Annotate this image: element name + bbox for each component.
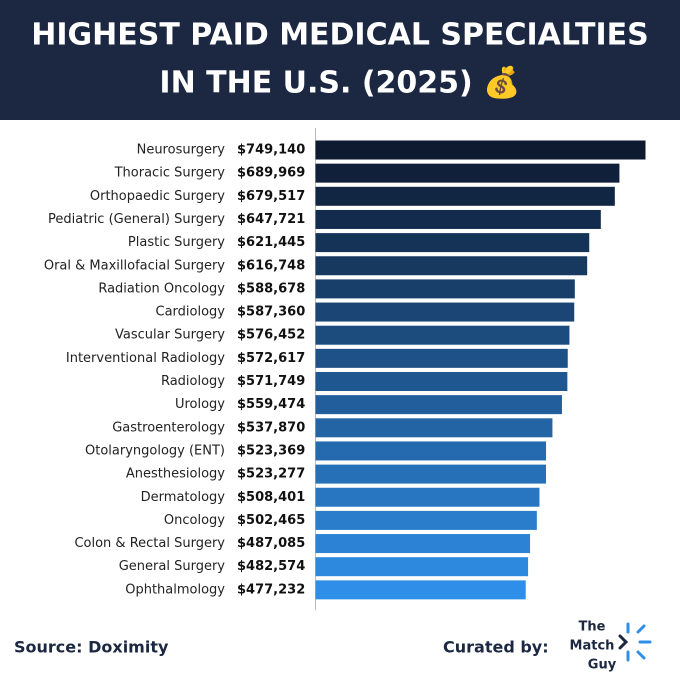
bar bbox=[315, 557, 529, 577]
value-label: $689,969 bbox=[237, 166, 305, 181]
category-label: Anesthesiology bbox=[126, 467, 225, 482]
bar bbox=[315, 418, 553, 438]
value-label: $576,452 bbox=[237, 328, 305, 343]
value-label: $508,401 bbox=[237, 490, 305, 505]
category-label: Colon & Rectal Surgery bbox=[74, 536, 225, 551]
value-label: $559,474 bbox=[237, 397, 305, 412]
category-label: Vascular Surgery bbox=[115, 328, 225, 343]
category-label: Radiology bbox=[161, 374, 225, 389]
bar bbox=[315, 534, 531, 554]
bar bbox=[315, 510, 537, 530]
value-label: $477,232 bbox=[237, 582, 305, 597]
logo-text: Match bbox=[570, 639, 615, 654]
bar bbox=[315, 140, 646, 160]
value-label: $482,574 bbox=[237, 559, 305, 574]
category-label: Dermatology bbox=[141, 490, 226, 505]
value-label: $502,465 bbox=[237, 513, 305, 528]
value-label: $679,517 bbox=[237, 189, 305, 204]
value-label: $523,369 bbox=[237, 443, 305, 458]
value-label: $588,678 bbox=[237, 281, 305, 296]
category-label: Otolaryngology (ENT) bbox=[85, 443, 225, 458]
bar bbox=[315, 487, 540, 507]
category-label: Gastroenterology bbox=[112, 420, 225, 435]
category-label: Orthopaedic Surgery bbox=[90, 189, 225, 204]
logo-text: The bbox=[579, 620, 606, 635]
category-label: Interventional Radiology bbox=[66, 351, 225, 366]
bar bbox=[315, 279, 575, 299]
bar bbox=[315, 580, 526, 600]
value-label: $616,748 bbox=[237, 258, 305, 273]
logo-icon bbox=[618, 622, 652, 662]
bar bbox=[315, 256, 588, 276]
value-label: $487,085 bbox=[237, 536, 305, 551]
value-label: $572,617 bbox=[237, 351, 305, 366]
value-label: $621,445 bbox=[237, 235, 305, 250]
value-label: $523,277 bbox=[237, 467, 305, 482]
bar bbox=[315, 395, 562, 415]
category-label: Urology bbox=[175, 397, 225, 412]
bar bbox=[315, 325, 570, 345]
bar bbox=[315, 464, 547, 484]
logo-text: Guy bbox=[588, 658, 617, 673]
category-label: Thoracic Surgery bbox=[114, 166, 226, 181]
category-label: Oncology bbox=[164, 513, 225, 528]
value-label: $537,870 bbox=[237, 420, 305, 435]
value-label: $571,749 bbox=[237, 374, 305, 389]
category-label: General Surgery bbox=[119, 559, 226, 574]
value-label: $647,721 bbox=[237, 212, 305, 227]
category-label: Plastic Surgery bbox=[128, 235, 225, 250]
bar bbox=[315, 348, 568, 368]
bar bbox=[315, 209, 601, 229]
category-label: Pediatric (General) Surgery bbox=[48, 212, 225, 227]
bar bbox=[315, 186, 615, 206]
value-label: $587,360 bbox=[237, 305, 305, 320]
chart-title: IN THE U.S. (2025) 💰 bbox=[159, 65, 520, 101]
bar bbox=[315, 233, 590, 253]
category-label: Ophthalmology bbox=[125, 582, 225, 597]
bar bbox=[315, 372, 568, 391]
category-label: Radiation Oncology bbox=[98, 281, 225, 296]
category-label: Neurosurgery bbox=[137, 143, 226, 158]
header-band bbox=[0, 0, 680, 120]
category-label: Oral & Maxillofacial Surgery bbox=[44, 258, 225, 273]
value-label: $749,140 bbox=[237, 143, 305, 158]
curated-by: Curated by: bbox=[443, 638, 549, 657]
category-label: Cardiology bbox=[156, 305, 226, 320]
bar bbox=[315, 302, 575, 322]
bar bbox=[315, 441, 547, 461]
chart-title: HIGHEST PAID MEDICAL SPECIALTIES bbox=[31, 18, 649, 53]
source: Source: Doximity bbox=[14, 638, 169, 657]
bar bbox=[315, 163, 620, 183]
